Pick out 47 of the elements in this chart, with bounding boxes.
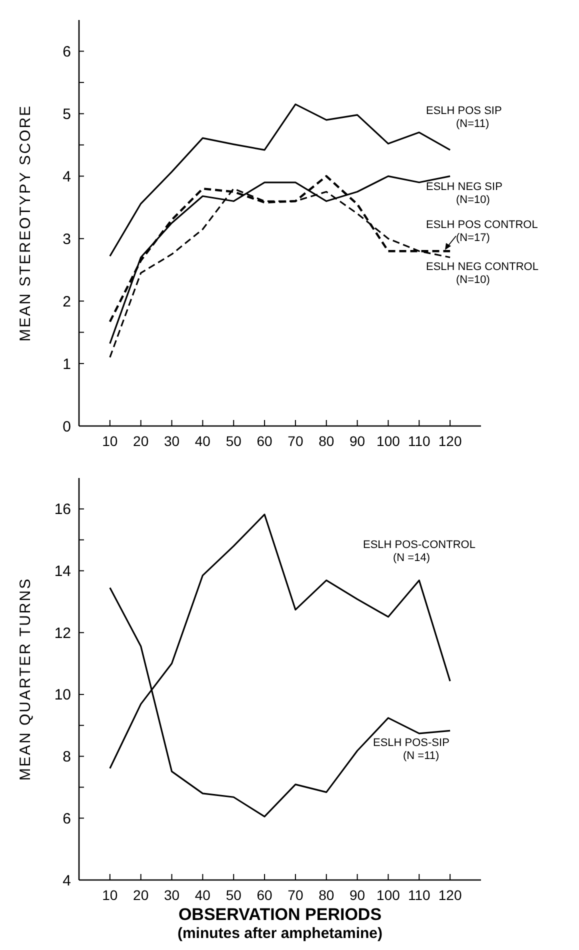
x-tick-label: 80 <box>318 433 334 449</box>
text: ESLH POS-CONTROL (N =14) <box>363 539 476 564</box>
x-tick-label: 120 <box>438 433 462 449</box>
y-tick-label: 1 <box>62 356 71 373</box>
x-tick-label: 100 <box>376 433 400 449</box>
series-label: ESLH POS SIP (N=11) <box>426 105 502 130</box>
y-tick-label: 5 <box>62 106 71 123</box>
y-axis-title: MEAN QUARTER TURNS <box>17 577 34 781</box>
x-tick-label: 60 <box>256 887 273 903</box>
x-tick-label: 90 <box>350 433 366 449</box>
x-tick-label: 20 <box>133 433 149 449</box>
y-tick-label: 16 <box>54 501 71 518</box>
series-label: ESLH NEG SIP (N=10) <box>426 181 502 206</box>
x-tick-label: 60 <box>256 433 273 449</box>
y-tick-label: 14 <box>54 563 71 580</box>
x-tick-label: 40 <box>194 433 211 449</box>
y-tick-label: 6 <box>62 43 71 60</box>
y-tick-label: 10 <box>54 686 71 704</box>
legend-label: ESLH NEG CONTROL (N=10) <box>426 261 538 286</box>
y-tick-label: 4 <box>62 872 71 890</box>
x-tick-label: 20 <box>133 887 149 903</box>
x-tick-label: 50 <box>226 887 242 903</box>
x-tick-label: 100 <box>376 887 400 903</box>
y-tick-label: 6 <box>62 810 71 828</box>
series-label: ESLH POS CONTROL (N=17) <box>426 219 538 244</box>
y-tick-label: 4 <box>62 168 71 186</box>
x-tick-label: 10 <box>102 887 118 903</box>
y-tick-label: 2 <box>62 293 71 310</box>
x-tick-label: 80 <box>318 887 334 903</box>
x-axis-title: OBSERVATION PERIODS (minutes after amphetamine) <box>177 905 383 942</box>
x-tick-label: 30 <box>164 433 180 449</box>
y-tick-label: 12 <box>54 624 71 642</box>
x-tick-label: 120 <box>438 887 462 903</box>
x-tick-label: 110 <box>408 887 431 903</box>
y-tick-label: 3 <box>62 230 71 248</box>
y-axis-title: MEAN STEREOTYPY SCORE <box>17 104 34 342</box>
x-tick-label: 50 <box>226 433 242 449</box>
x-tick-label: 110 <box>408 433 431 449</box>
x-tick-label: 90 <box>350 887 366 903</box>
x-tick-label: 10 <box>102 433 118 449</box>
x-tick-label: 70 <box>288 887 304 903</box>
x-tick-label: 30 <box>164 887 180 903</box>
y-tick-label: 0 <box>62 418 71 436</box>
series-label: ESLH POS-SIP (N =11) <box>373 737 450 762</box>
x-tick-label: 40 <box>194 887 211 903</box>
x-tick-label: 70 <box>288 433 304 449</box>
y-tick-label: 8 <box>62 748 71 766</box>
